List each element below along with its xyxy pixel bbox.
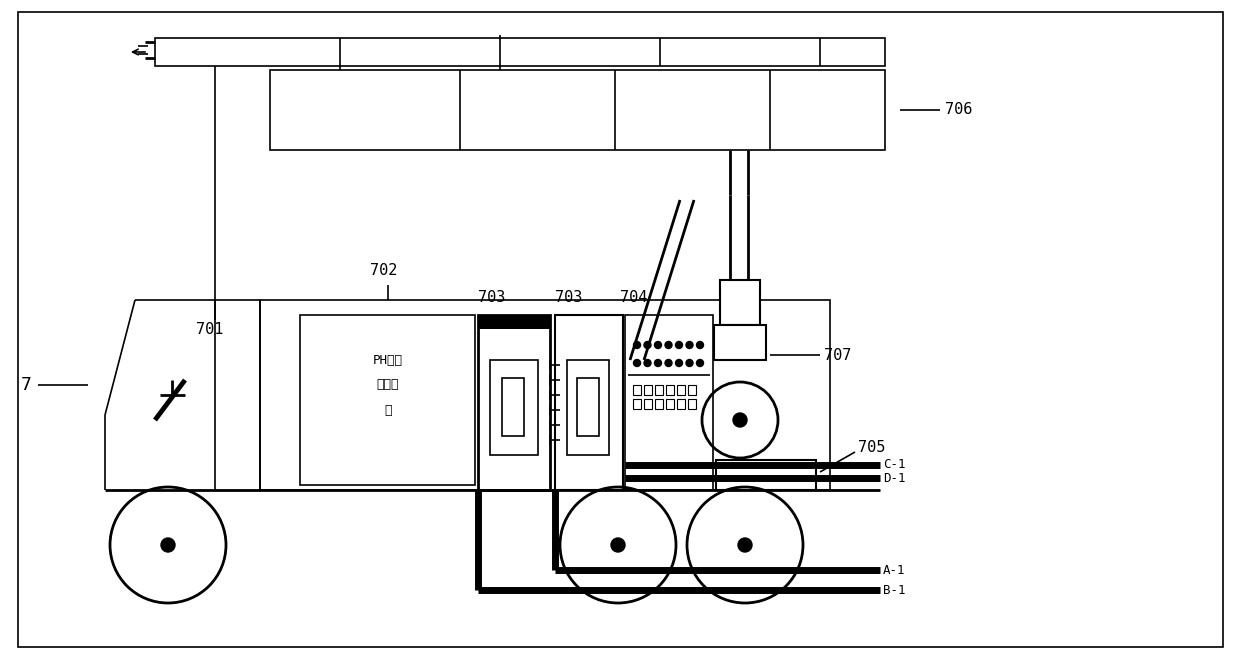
Text: 液存放: 液存放 bbox=[377, 378, 399, 391]
Bar bbox=[477, 315, 551, 329]
Bar bbox=[720, 280, 760, 325]
Circle shape bbox=[686, 360, 693, 366]
Circle shape bbox=[644, 360, 651, 366]
Text: 705: 705 bbox=[858, 440, 885, 455]
Circle shape bbox=[738, 538, 751, 552]
Bar bbox=[625, 315, 713, 490]
Bar bbox=[260, 300, 830, 490]
Text: 7: 7 bbox=[21, 376, 32, 394]
Circle shape bbox=[676, 341, 682, 348]
Circle shape bbox=[644, 341, 651, 348]
Circle shape bbox=[665, 360, 672, 366]
Bar bbox=[632, 385, 641, 395]
Bar bbox=[715, 460, 816, 490]
Text: 筱: 筱 bbox=[384, 403, 392, 416]
Bar bbox=[644, 399, 652, 409]
Text: 703: 703 bbox=[556, 290, 583, 305]
Bar bbox=[677, 385, 684, 395]
Bar bbox=[556, 315, 622, 490]
Bar bbox=[502, 378, 525, 436]
Bar bbox=[155, 38, 885, 66]
Bar bbox=[666, 385, 675, 395]
Circle shape bbox=[655, 341, 661, 348]
Circle shape bbox=[665, 341, 672, 348]
Circle shape bbox=[161, 538, 175, 552]
Bar bbox=[644, 385, 652, 395]
Circle shape bbox=[697, 341, 703, 348]
Text: 706: 706 bbox=[945, 102, 972, 117]
Bar bbox=[632, 399, 641, 409]
Text: 701: 701 bbox=[196, 322, 223, 337]
Circle shape bbox=[676, 360, 682, 366]
Bar bbox=[714, 325, 766, 360]
Circle shape bbox=[697, 360, 703, 366]
Circle shape bbox=[634, 360, 641, 366]
Bar bbox=[300, 315, 475, 485]
Circle shape bbox=[733, 413, 746, 427]
Bar bbox=[666, 399, 675, 409]
Text: C-1: C-1 bbox=[883, 459, 905, 471]
Text: 704: 704 bbox=[620, 290, 647, 305]
Circle shape bbox=[634, 341, 641, 348]
Circle shape bbox=[686, 341, 693, 348]
Text: B-1: B-1 bbox=[883, 583, 905, 597]
Text: A-1: A-1 bbox=[883, 564, 905, 576]
Bar bbox=[688, 399, 696, 409]
Bar bbox=[655, 399, 663, 409]
Bar bbox=[490, 360, 538, 455]
Text: D-1: D-1 bbox=[883, 471, 905, 484]
Text: 707: 707 bbox=[825, 348, 852, 362]
Text: PH调节: PH调节 bbox=[373, 354, 403, 366]
Bar bbox=[677, 399, 684, 409]
Circle shape bbox=[655, 360, 661, 366]
Bar bbox=[477, 315, 551, 490]
Bar bbox=[655, 385, 663, 395]
Text: 702: 702 bbox=[370, 263, 397, 278]
Bar bbox=[577, 378, 599, 436]
Bar bbox=[270, 70, 885, 150]
Text: 703: 703 bbox=[477, 290, 506, 305]
Bar bbox=[567, 360, 609, 455]
Bar bbox=[688, 385, 696, 395]
Circle shape bbox=[611, 538, 625, 552]
